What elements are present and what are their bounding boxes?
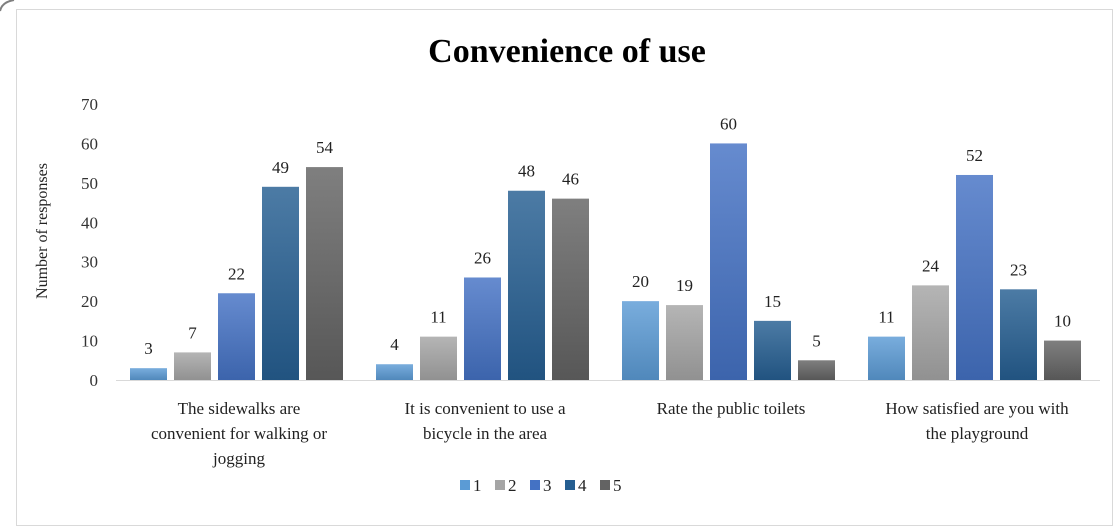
data-label: 11 [878,308,894,327]
legend-label: 1 [473,476,482,495]
category-label: How satisfied are you with the playground [885,399,1069,443]
legend-label: 2 [508,476,517,495]
y-tick-label: 30 [81,253,98,272]
legend-swatch [460,480,470,490]
data-label: 15 [764,292,781,311]
bar [868,336,905,380]
bar [174,352,211,380]
y-tick-label: 60 [81,134,98,153]
data-label: 24 [922,256,940,275]
data-label: 54 [316,138,334,157]
bar [464,277,501,380]
bar [130,368,167,380]
bar [262,186,299,380]
data-label: 26 [474,248,491,267]
y-tick-label: 20 [81,292,98,311]
bar [1000,289,1037,380]
data-label: 22 [228,264,245,283]
data-label: 23 [1010,260,1027,279]
bar [912,285,949,380]
category-labels: The sidewalks are convenient for walking … [151,399,1069,468]
bar [622,301,659,380]
category-label: It is convenient to use a bicycle in the … [405,399,566,443]
legend-swatch [530,480,540,490]
data-label: 3 [144,339,153,358]
y-tick-label: 40 [81,213,98,232]
category-label: The sidewalks are convenient for walking … [151,399,327,468]
bar [798,360,835,380]
corner-fragment [0,0,16,12]
bars [130,143,1081,380]
legend-swatch [495,480,505,490]
y-axis-label: Number of responses [34,163,51,299]
bar [754,320,791,380]
bar [218,293,255,380]
bar [508,190,545,380]
data-label: 49 [272,158,289,177]
data-label: 11 [430,308,446,327]
data-label: 10 [1054,312,1071,331]
y-tick-label: 70 [81,95,98,114]
data-label: 46 [562,170,579,189]
legend-swatch [565,480,575,490]
data-label: 20 [632,272,649,291]
data-label: 7 [188,323,197,342]
y-axis-ticks: 0 10 20 30 40 50 60 70 [81,95,98,390]
category-label: Rate the public toilets [657,399,806,418]
bar [552,198,589,380]
legend-label: 5 [613,476,622,495]
data-label: 52 [966,146,983,165]
data-label: 19 [676,276,693,295]
legend: 1 2 3 4 5 [460,476,622,495]
chart-title: Convenience of use [428,33,706,70]
y-tick-label: 0 [90,371,99,390]
data-label: 60 [720,114,737,133]
bar [306,167,343,380]
data-labels: 3 7 22 49 54 4 11 26 48 46 20 19 60 15 5 11 24 52 23 10 [144,114,1071,358]
bar [710,143,747,380]
bar [956,174,993,380]
data-label: 5 [812,331,821,350]
data-label: 4 [390,335,399,354]
bar [666,305,703,380]
data-label: 48 [518,162,535,181]
y-tick-label: 50 [81,174,98,193]
bar [1044,340,1081,380]
legend-label: 4 [578,476,587,495]
bar [420,336,457,380]
y-tick-label: 10 [81,332,98,351]
legend-swatch [600,480,610,490]
bar [376,364,413,380]
legend-label: 3 [543,476,552,495]
